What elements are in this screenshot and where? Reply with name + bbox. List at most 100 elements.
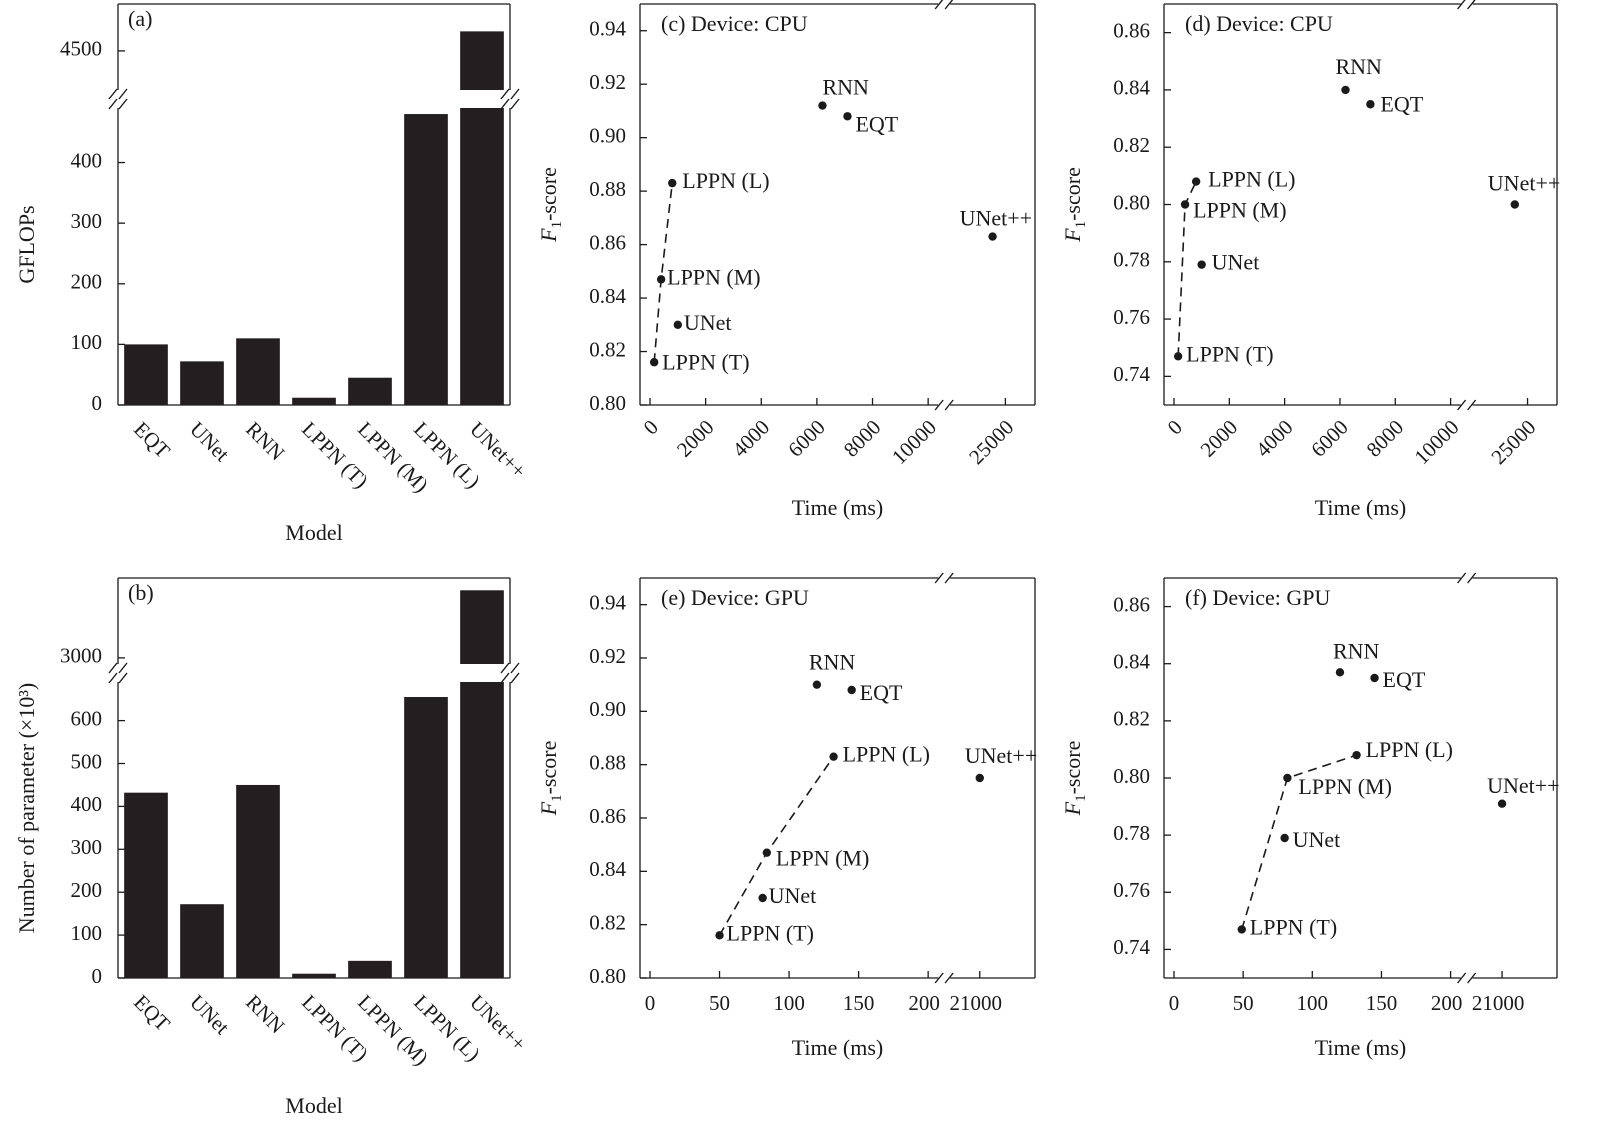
x-tick-label: 8000 [839, 415, 886, 462]
x-tick-label: 50 [1233, 991, 1254, 1015]
axis-break-mark [500, 98, 520, 110]
x-tick-label: 0 [1169, 991, 1180, 1015]
point-label-unet: UNet [1212, 250, 1260, 275]
y-tick-label: 200 [71, 878, 103, 902]
axis-break-mark [1457, 572, 1477, 584]
x-tick-label: 200 [908, 991, 940, 1015]
x-tick-label: 6000 [783, 415, 830, 462]
y-tick-label: 0 [92, 391, 103, 415]
x-axis-label: Time (ms) [792, 495, 883, 520]
bar-rnn [236, 338, 280, 405]
axis-break-mark [108, 672, 128, 684]
axis-break-mark [500, 672, 520, 684]
point-label-unet: UNet++ [1487, 773, 1559, 798]
point-label-lppn-l: LPPN (L) [843, 742, 930, 767]
point-unet [975, 773, 984, 783]
y-tick-label: 500 [71, 749, 103, 773]
point-lppn-l [829, 752, 838, 761]
y-tick-label: 100 [71, 330, 103, 354]
y-tick-label: 0.74 [1113, 935, 1150, 959]
bar-unet [180, 361, 224, 405]
point-label-rnn: RNN [1333, 638, 1380, 663]
point-unet [758, 893, 767, 903]
bar-lppn-m [348, 960, 392, 978]
x-tick-label: 4000 [1251, 415, 1298, 462]
y-tick-label: 400 [71, 792, 103, 816]
x-axis-label: Model [285, 1093, 342, 1118]
point-unet [1510, 200, 1520, 209]
point-lppn-t [649, 358, 659, 367]
chart-a: EQT UNet RNN LPPN (T)LPPN (M)LPPN (L)UNet++… [14, 3, 531, 545]
y-tick-label: 0.94 [589, 590, 626, 614]
panel-title: (c) Device: CPU [661, 11, 808, 36]
point-eqt [1370, 673, 1379, 683]
point-label-lppn-t: LPPN (T) [727, 920, 814, 945]
y-tick-label: 0 [92, 964, 103, 988]
bar-eqt [124, 792, 168, 978]
point-lppn-l [1191, 177, 1201, 186]
x-tick-label: 6000 [1306, 415, 1353, 462]
chart-f: 0.74 0.76 0.78 0.80 0.82 0.84 0.86 0 50 100 150 200… [1060, 572, 1560, 1060]
point-label-unet: UNet++ [1488, 171, 1560, 196]
y-tick-label: 0.80 [589, 391, 626, 415]
y-tick-label: 600 [71, 706, 103, 730]
x-tick-label: 10000 [887, 415, 941, 469]
point-label-lppn-m: LPPN (M) [1193, 198, 1287, 223]
y-tick-label: 0.88 [589, 750, 626, 774]
y-tick-label: 0.90 [589, 123, 626, 147]
chart-e: 0.80 0.82 0.84 0.86 0.88 0.90 0.92 0.94 0 50 100 15… [536, 572, 1037, 1060]
point-lppn-m [762, 848, 772, 857]
panel-title: (d) Device: CPU [1185, 11, 1333, 36]
point-eqt [1366, 100, 1375, 109]
point-label-lppn-l: LPPN (L) [1366, 737, 1453, 762]
point-label-lppn-t: LPPN (T) [1250, 914, 1337, 939]
x-tick-label: EQT [129, 417, 175, 463]
point-rnn [818, 101, 827, 110]
y-tick-label: 0.80 [1113, 190, 1150, 214]
point-label-eqt: EQT [1380, 91, 1423, 116]
y-tick-label: 0.82 [1113, 133, 1150, 157]
point-lppn-t [715, 931, 724, 940]
point-lppn-t [1237, 925, 1246, 934]
point-label-rnn: RNN [809, 650, 856, 675]
point-label-lppn-t: LPPN (T) [1186, 341, 1273, 366]
y-tick-label: 0.78 [1113, 248, 1150, 272]
x-tick-label: 100 [1297, 991, 1329, 1015]
axis-break-mark [108, 662, 128, 674]
y-tick-label: 0.94 [589, 17, 626, 41]
point-lppn-m [1283, 773, 1292, 783]
point-rnn [1335, 668, 1345, 677]
point-label-lppn-l: LPPN (L) [1208, 167, 1295, 192]
panel-title: (b) [128, 580, 154, 605]
x-tick-label: UNet [185, 417, 234, 466]
y-tick-label: 4500 [60, 37, 102, 61]
point-lppn-m [656, 275, 666, 284]
y-axis-label: GFLOPs [14, 205, 39, 283]
x-tick-label: 8000 [1362, 415, 1409, 462]
y-tick-label: 0.82 [1113, 707, 1150, 731]
y-tick-label: 0.76 [1113, 305, 1150, 329]
bar-unet [460, 590, 504, 664]
chart-b: EQT UNet RNN LPPN (T)LPPN (M)LPPN (L)UNet++… [14, 577, 531, 1118]
x-tick-label: 4000 [728, 415, 775, 462]
bar-lppn-t [292, 397, 336, 405]
axis-break-mark [934, 572, 954, 584]
axis-break-mark [108, 98, 128, 110]
y-tick-label: 300 [71, 835, 103, 859]
point-label-eqt: EQT [855, 111, 898, 136]
point-label-rnn: RNN [1335, 54, 1382, 79]
point-label-unet: UNet [684, 310, 732, 335]
axis-break-mark [1457, 0, 1476, 10]
axis-break-mark [108, 88, 128, 100]
y-axis-label: F1-score [1060, 167, 1089, 243]
x-tick-label: 21000 [950, 991, 1003, 1015]
bar-unet [460, 31, 504, 90]
y-tick-label: 300 [71, 209, 103, 233]
y-tick-label: 0.86 [589, 230, 626, 254]
point-label-lppn-l: LPPN (L) [682, 168, 769, 193]
y-tick-label: 400 [71, 148, 103, 172]
point-lppn-l [1352, 750, 1361, 760]
axis-break-mark [934, 0, 954, 10]
bar-lppn-m [348, 377, 392, 405]
